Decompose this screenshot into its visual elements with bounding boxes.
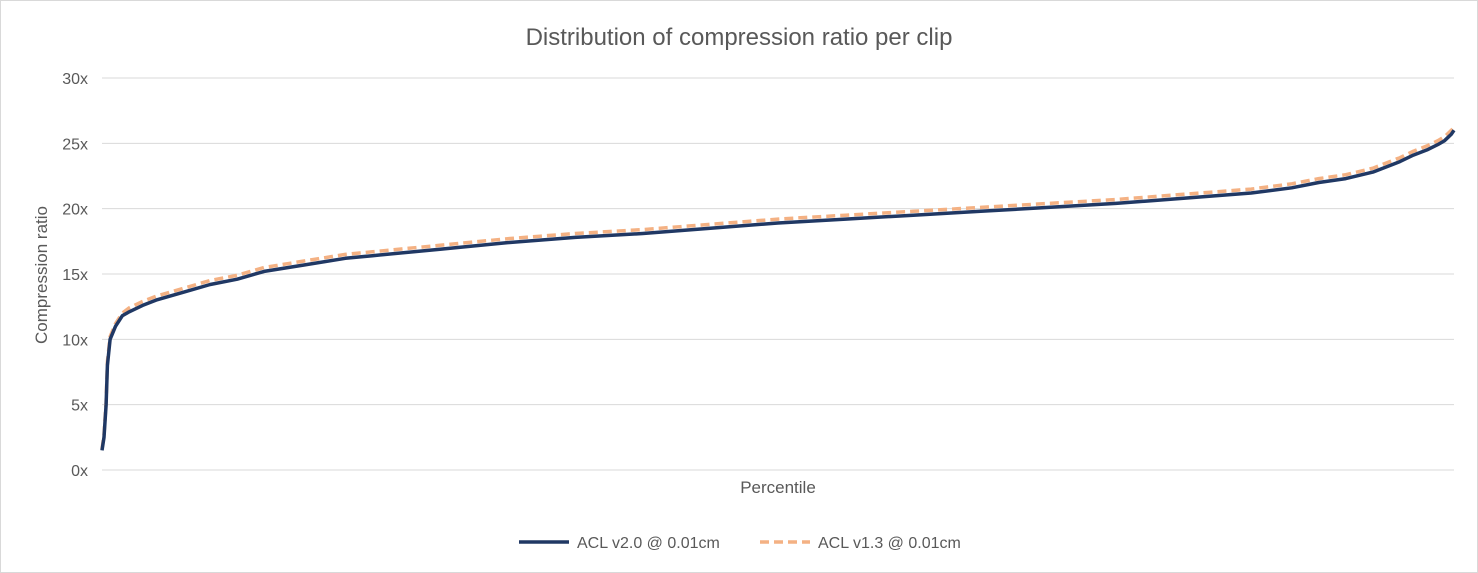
series-line-0	[100, 129, 1456, 451]
y-tick-labels: 0x 5x 10x 15x 20x 25x 30x	[62, 71, 88, 480]
gridlines	[102, 77, 1454, 471]
chart-title: Distribution of compression ratio per cl…	[526, 24, 953, 51]
y-tick-label: 15x	[62, 267, 88, 284]
y-tick-label: 20x	[62, 202, 88, 219]
series-lines	[100, 126, 1456, 451]
legend-label: ACL v2.0 @ 0.01cm	[577, 535, 720, 552]
y-tick-label: 30x	[62, 71, 88, 88]
y-axis-label: Compression ratio	[32, 206, 51, 344]
series-line-1	[100, 126, 1456, 450]
y-tick-label: 5x	[71, 398, 88, 415]
y-tick-label: 25x	[62, 136, 88, 153]
y-tick-label: 10x	[62, 332, 88, 349]
x-axis-label: Percentile	[740, 478, 816, 497]
legend: ACL v2.0 @ 0.01cm ACL v1.3 @ 0.01cm	[519, 535, 961, 552]
y-tick-label: 0x	[71, 463, 88, 480]
legend-label: ACL v1.3 @ 0.01cm	[818, 535, 961, 552]
